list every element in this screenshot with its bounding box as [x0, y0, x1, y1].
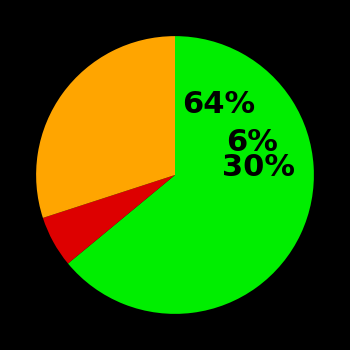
Text: 64%: 64% [183, 90, 256, 119]
Text: 30%: 30% [222, 153, 294, 182]
Wedge shape [36, 36, 175, 218]
Wedge shape [68, 36, 314, 314]
Wedge shape [43, 175, 175, 264]
Text: 6%: 6% [226, 128, 278, 157]
